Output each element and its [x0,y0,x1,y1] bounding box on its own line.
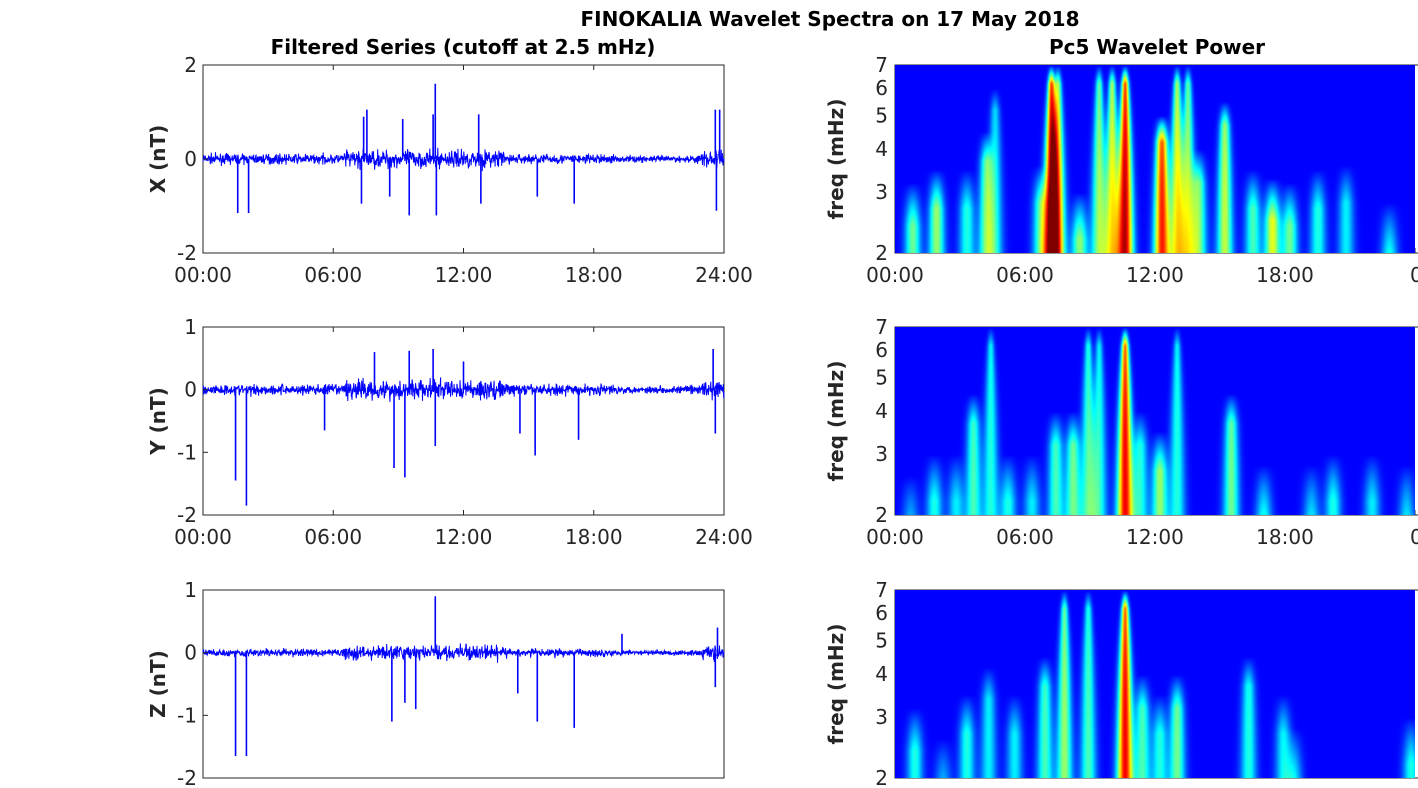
x-tick-label: 06:00 [996,263,1054,287]
freq-axis-label: freq (mHz) [824,361,848,482]
y-tick-label: 0 [184,378,197,402]
freq-tick-label: 3 [875,180,888,204]
freq-tick-label: 2 [875,241,888,265]
wavelet-power-heatmap-Y [895,327,1415,515]
freq-tick-label: 2 [875,766,888,788]
wavelet-power-heatmap-X [895,65,1415,253]
left-column-title: Filtered Series (cutoff at 2.5 mHz) [271,35,656,59]
freq-tick-label: 4 [875,662,888,686]
y-tick-label: -2 [177,766,197,788]
freq-tick-label: 5 [875,628,888,652]
y-tick-label: 1 [184,315,197,339]
freq-tick-label: 4 [875,137,888,161]
y-tick-label: 0 [184,641,197,665]
freq-tick-label: 4 [875,399,888,423]
y-tick-label: 0 [184,147,197,171]
x-tick-label: 18:00 [565,263,623,287]
x-tick-label: 00:00 [866,525,924,549]
freq-tick-label: 2 [875,503,888,527]
freq-tick-label: 5 [875,103,888,127]
y-axis-label-Y: Y (nT) [146,387,170,456]
y-tick-label: 2 [184,53,197,77]
axes-Z [202,589,725,779]
x-tick-label: 06:00 [304,263,362,287]
y-tick-label: -1 [177,703,197,727]
y-tick-label: -2 [177,503,197,527]
freq-tick-label: 7 [875,53,888,77]
freq-tick-label: 7 [875,315,888,339]
freq-tick-label: 3 [875,705,888,729]
series-line-X [202,146,725,172]
x-tick-label: 00 [1410,263,1418,287]
figure-title: FINOKALIA Wavelet Spectra on 17 May 2018 [580,7,1079,31]
x-tick-label: 18:00 [1256,525,1314,549]
x-tick-label: 12:00 [1126,263,1184,287]
x-tick-label: 06:00 [304,525,362,549]
x-tick-label: 06:00 [996,525,1054,549]
x-tick-label: 12:00 [1126,525,1184,549]
x-tick-label: 12:00 [435,263,493,287]
x-tick-label: 18:00 [565,525,623,549]
x-tick-label: 00:00 [866,263,924,287]
y-tick-label: -1 [177,440,197,464]
freq-tick-label: 6 [875,76,888,100]
y-tick-label: -2 [177,241,197,265]
freq-tick-label: 6 [875,338,888,362]
freq-tick-label: 5 [875,365,888,389]
x-tick-label: 18:00 [1256,263,1314,287]
x-tick-label: 12:00 [435,525,493,549]
x-tick-label: 00:00 [174,263,232,287]
x-tick-label: 00:00 [174,525,232,549]
freq-axis-label: freq (mHz) [824,624,848,745]
freq-tick-label: 3 [875,442,888,466]
freq-axis-label: freq (mHz) [824,99,848,220]
wavelet-power-heatmap-Z [895,590,1415,778]
y-axis-label-Z: Z (nT) [146,650,170,718]
axes-Y [202,326,725,516]
freq-tick-label: 7 [875,578,888,602]
y-axis-label-X: X (nT) [146,125,170,194]
freq-tick-label: 6 [875,601,888,625]
x-tick-label: 24:00 [695,525,753,549]
y-tick-label: 1 [184,578,197,602]
series-line-Y [202,377,725,402]
right-column-title: Pc5 Wavelet Power [1049,35,1265,59]
series-line-Z [202,643,725,663]
x-tick-label: 24:00 [695,263,753,287]
x-tick-label: 00 [1410,525,1418,549]
